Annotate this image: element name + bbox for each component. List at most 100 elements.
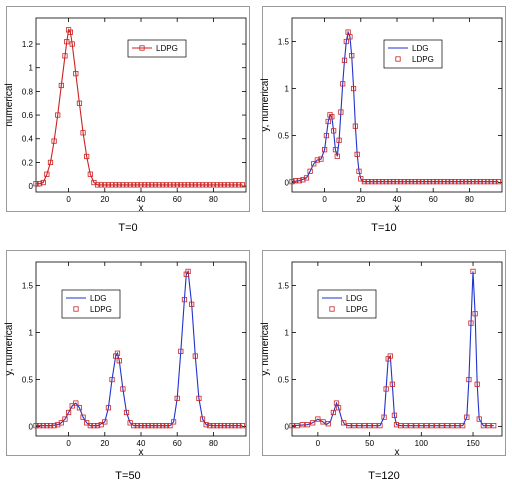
data-point-marker — [346, 423, 352, 429]
data-point-marker — [142, 423, 148, 429]
data-point-marker — [67, 29, 73, 35]
data-point-marker — [329, 114, 335, 120]
series-line-ldg — [291, 30, 499, 183]
y-axis-label: numerical — [4, 83, 15, 126]
data-point-marker — [481, 179, 487, 185]
data-point-marker — [455, 179, 462, 185]
y-tick-label: 0 — [285, 179, 290, 188]
data-point-marker — [394, 179, 400, 185]
data-point-marker — [185, 268, 191, 275]
data-point-marker — [114, 350, 121, 356]
data-point-marker — [343, 38, 349, 45]
data-point-marker — [69, 41, 75, 47]
data-point-marker — [64, 39, 70, 45]
data-point-marker — [387, 179, 393, 185]
data-point-marker — [142, 182, 148, 188]
x-tick-label: 40 — [137, 439, 146, 448]
data-point-marker — [299, 422, 305, 428]
data-point-marker — [138, 423, 144, 429]
y-axis-label: y, numerical — [260, 78, 271, 131]
data-point-marker — [484, 179, 491, 185]
data-point-marker — [472, 311, 478, 317]
data-point-marker — [334, 153, 340, 159]
data-point-marker — [221, 182, 227, 188]
data-point-marker — [320, 419, 326, 425]
data-point-marker — [354, 151, 360, 157]
y-tick-label: 1 — [29, 64, 34, 73]
data-point-marker — [418, 423, 424, 429]
data-point-marker — [116, 358, 122, 364]
data-point-marker — [149, 182, 155, 188]
data-point-marker — [134, 182, 140, 188]
plot-frame — [262, 250, 506, 456]
data-point-marker — [58, 420, 64, 426]
data-point-marker — [225, 423, 231, 429]
data-point-marker — [232, 182, 238, 188]
y-tick-label: 1.5 — [278, 282, 290, 291]
y-tick-label: 0.4 — [22, 135, 34, 144]
data-point-marker — [181, 297, 188, 303]
data-point-marker — [470, 268, 476, 275]
data-point-marker — [102, 182, 108, 188]
data-point-marker — [152, 182, 159, 188]
data-point-marker — [131, 182, 137, 188]
y-axis-label: y, numerical — [4, 322, 15, 375]
data-point-marker — [466, 179, 473, 185]
data-point-marker — [315, 416, 321, 422]
data-point-marker — [160, 423, 166, 429]
data-point-marker — [192, 182, 198, 188]
data-point-marker — [289, 179, 295, 185]
data-point-marker — [116, 182, 122, 188]
x-tick-label: 0 — [322, 195, 327, 204]
x-tick-label: 0 — [66, 195, 71, 204]
data-point-marker — [51, 423, 57, 429]
data-point-marker — [102, 419, 108, 425]
data-point-marker — [452, 179, 458, 185]
data-point-marker — [210, 182, 217, 188]
data-point-marker — [437, 179, 444, 185]
data-point-marker — [109, 182, 115, 188]
data-point-marker — [120, 386, 126, 392]
data-point-marker — [196, 182, 202, 188]
data-point-marker — [405, 179, 411, 185]
data-point-marker — [214, 182, 220, 188]
data-point-marker — [120, 182, 126, 188]
legend-marker-swatch — [73, 306, 79, 312]
data-point-marker — [460, 423, 466, 429]
data-point-marker — [423, 179, 429, 185]
data-point-marker — [330, 409, 336, 416]
x-tick-label: 20 — [100, 195, 109, 204]
data-point-marker — [192, 353, 198, 359]
data-point-marker — [160, 182, 166, 188]
x-tick-label: 20 — [356, 195, 365, 204]
data-point-marker — [321, 147, 328, 153]
data-point-marker — [62, 416, 68, 422]
data-point-marker — [480, 423, 486, 429]
data-point-marker — [398, 423, 404, 429]
data-point-marker — [221, 423, 227, 429]
legend-label: LDPG — [346, 305, 368, 314]
y-axis-label: y, numerical — [260, 322, 271, 375]
data-point-marker — [468, 320, 474, 326]
data-point-marker — [358, 176, 364, 182]
data-point-marker — [87, 423, 93, 429]
data-point-marker — [225, 182, 231, 188]
x-axis-label: x — [395, 447, 400, 458]
data-point-marker — [426, 179, 433, 185]
data-point-marker — [73, 400, 79, 406]
data-point-marker — [33, 423, 39, 429]
legend-label: LDPG — [156, 44, 178, 53]
data-point-marker — [376, 179, 382, 185]
data-point-marker — [408, 423, 414, 429]
data-point-marker — [109, 376, 115, 383]
data-point-marker — [383, 386, 389, 392]
data-point-marker — [149, 423, 155, 429]
data-point-marker — [296, 178, 302, 184]
data-point-marker — [239, 423, 245, 429]
data-point-marker — [372, 179, 378, 185]
legend-box — [127, 39, 187, 58]
data-point-marker — [449, 423, 455, 429]
data-point-marker — [492, 179, 498, 185]
legend-box — [383, 39, 443, 69]
data-point-marker — [361, 179, 368, 185]
